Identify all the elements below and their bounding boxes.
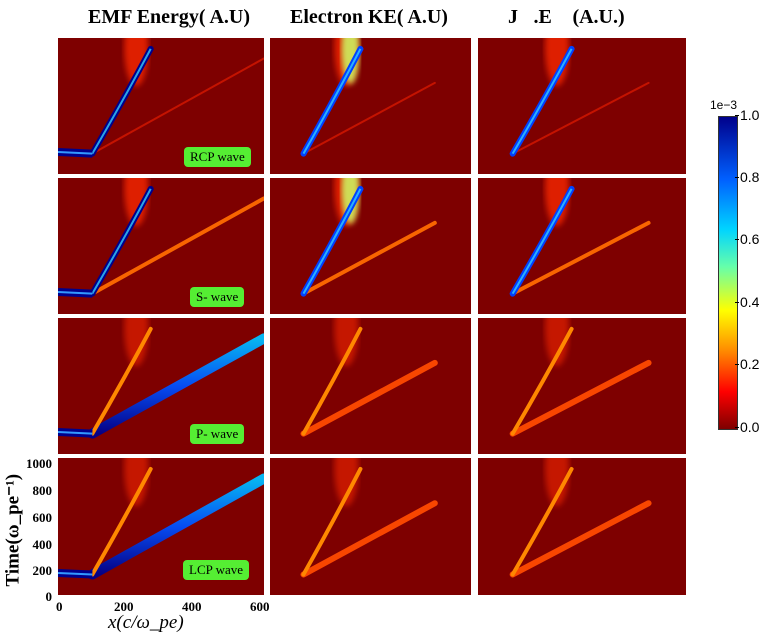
heatmap-panel [270, 38, 471, 174]
colorbar-tick: 0.8 [734, 169, 760, 185]
heatmap-panel [58, 178, 264, 314]
y-tick-label: 800 [32, 483, 53, 498]
colorbar-tick: 0.0 [734, 419, 760, 435]
x-tick-label: 400 [182, 599, 202, 614]
y-tick-label: 0 [45, 589, 53, 604]
heatmap-panel [478, 38, 686, 174]
column-title-jdote: J⃗.E⃗ (A.U.) [508, 6, 625, 28]
heatmap-panel [270, 318, 471, 454]
wave-label-p: P- wave [190, 424, 245, 444]
y-tick-label: 600 [32, 510, 53, 525]
heatmap-panel [270, 458, 471, 595]
colorbar-tick: 0.6 [734, 231, 760, 247]
y-tick-label: 200 [32, 563, 53, 578]
colorbar-scale: 1e−3 [710, 98, 738, 112]
x-tick-label: 0 [56, 599, 63, 614]
column-title-electron-ke: Electron KE( A.U) [290, 6, 448, 28]
heatmap-panel [478, 178, 686, 314]
heatmap-panel [478, 458, 686, 595]
colorbar-tick: 0.4 [734, 294, 760, 310]
wave-label-s: S- wave [190, 287, 245, 307]
colorbar-tick: 1.0 [734, 107, 760, 123]
x-axis-label: x(c/ω_pe) [108, 612, 184, 633]
colorbar-tick: 0.2 [734, 356, 760, 372]
y-tick-label: 400 [32, 537, 53, 552]
y-tick-label: 1000 [26, 456, 52, 471]
y-axis-label: Time(ω_pe⁻¹) [2, 473, 24, 587]
heatmap-panel [270, 178, 471, 314]
wave-label-lcp: LCP wave [183, 560, 250, 580]
x-tick-label: 200 [114, 599, 134, 614]
wave-label-rcp: RCP wave [184, 147, 251, 167]
x-tick-label: 600 [250, 599, 270, 614]
heatmap-panel [478, 318, 686, 454]
heatmap-panel [58, 38, 264, 174]
colorbar [718, 116, 738, 430]
column-title-emf: EMF Energy( A.U) [88, 6, 251, 28]
